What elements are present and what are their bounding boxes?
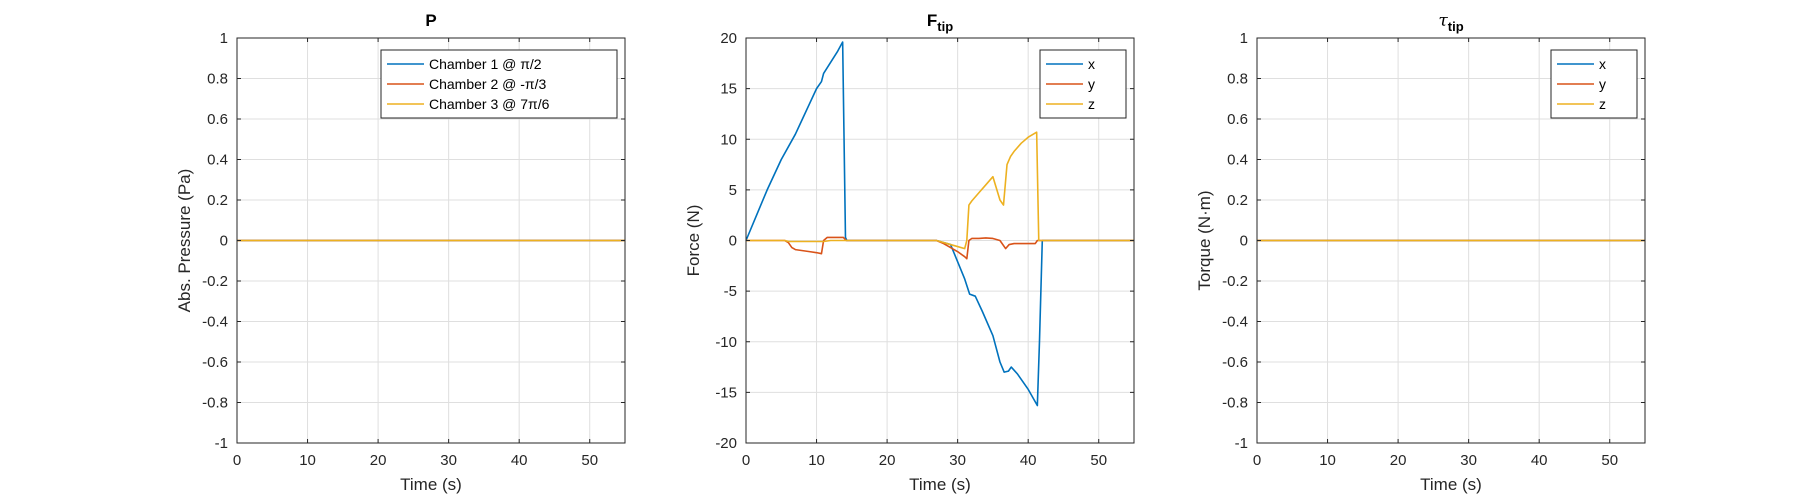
y-tick-label: 0 [729,233,737,250]
x-axis-label: Time (s) [1420,475,1482,494]
y-tick-label: -0.2 [202,273,228,290]
legend-label-3: z [1088,96,1095,112]
y-tick-label: 0.2 [1227,192,1248,209]
legend-label-1: Chamber 1 @ π/2 [429,56,542,72]
y-tick-label: -10 [715,334,737,351]
y-tick-label: 0 [220,233,228,250]
y-tick-label: 10 [720,131,737,148]
y-tick-label: -5 [724,283,737,300]
y-tick-label: -0.4 [1222,314,1248,331]
y-tick-label: 0.6 [207,111,228,128]
chart-title: τtip [1438,11,1463,34]
x-tick-label: 10 [299,452,316,469]
legend: xyz [1039,49,1127,119]
chart-title-subscript: tip [937,19,953,34]
chart-title-main: F [927,11,937,30]
y-tick-label: 0.6 [1227,111,1248,128]
x-axis-label: Time (s) [400,475,462,494]
legend-label-2: Chamber 2 @ -π/3 [429,76,546,92]
y-tick-label: 15 [720,81,737,98]
x-tick-label: 50 [1090,452,1107,469]
legend: Chamber 1 @ π/2 Chamber 2 @ -π/3 Chamber 3… [380,49,618,119]
y-tick-label: -1 [215,435,228,452]
y-tick-label: -0.4 [202,314,228,331]
y-axis-label: Torque (N·m) [1195,190,1214,290]
chart-title: Ftip [927,11,953,34]
y-tick-label: 1 [220,30,228,47]
x-tick-label: 50 [581,452,598,469]
x-tick-label: 10 [1319,452,1336,469]
legend-label-1: x [1088,56,1095,72]
x-axis-label: Time (s) [909,475,971,494]
y-tick-label: -20 [715,435,737,452]
y-tick-label: -0.6 [1222,354,1248,371]
x-tick-label: 50 [1601,452,1618,469]
y-axis-label: Force (N) [684,205,703,277]
chart-panel-3: 0 10 20 30 40 50 -1 -0.8 -0.6 -0.4 -0.2 0 0.2 0.4 0.6 0… [1195,11,1646,494]
x-tick-label: 20 [1390,452,1407,469]
y-axis-label: Abs. Pressure (Pa) [175,169,194,313]
y-tick-label: 0.8 [207,71,228,88]
y-tick-label: 0.2 [207,192,228,209]
series-line-2 [746,236,1134,260]
chart-panel-2: 0 10 20 30 40 50 -20 -15 -10 -5 0 5 10 15 20 Time (s) Fo… [684,11,1135,494]
y-tick-label: -0.8 [1222,395,1248,412]
chart-title-main: P [425,11,436,30]
x-tick-label: 40 [1531,452,1548,469]
x-tick-label: 30 [1460,452,1477,469]
y-tick-label: -0.6 [202,354,228,371]
y-tick-label: 0.4 [1227,152,1248,169]
chart-panel-1: 0 10 20 30 40 50 -1 -0.8 -0.6 -0.4 -0.2 0 0.2 0.4 0.6 0… [175,11,626,494]
legend: xyz [1550,49,1638,119]
y-tick-label: 5 [729,182,737,199]
x-tick-label: 0 [742,452,750,469]
x-tick-label: 40 [1020,452,1037,469]
legend-label-3: Chamber 3 @ 7π/6 [429,96,550,112]
legend-label-1: x [1599,56,1606,72]
y-tick-label: 1 [1240,30,1248,47]
chart-title: P [425,11,436,30]
legend-label-2: y [1599,76,1606,92]
y-tick-label: -0.2 [1222,273,1248,290]
chart-title-subscript: tip [1448,19,1464,34]
y-tick-label: 0.8 [1227,71,1248,88]
x-tick-label: 0 [233,452,241,469]
legend-label-3: z [1599,96,1606,112]
x-tick-label: 40 [511,452,528,469]
x-tick-label: 30 [440,452,457,469]
series-line-3 [746,131,1134,250]
y-tick-label: -15 [715,384,737,401]
y-tick-label: 0.4 [207,152,228,169]
y-tick-label: 20 [720,30,737,47]
y-tick-label: -1 [1235,435,1248,452]
legend-label-2: y [1088,76,1095,92]
y-tick-label: -0.8 [202,395,228,412]
x-tick-label: 30 [949,452,966,469]
x-tick-label: 10 [808,452,825,469]
x-tick-label: 20 [879,452,896,469]
chart-title-main: τ [1438,11,1448,31]
y-tick-label: 0 [1240,233,1248,250]
x-tick-label: 20 [370,452,387,469]
x-tick-label: 0 [1253,452,1261,469]
